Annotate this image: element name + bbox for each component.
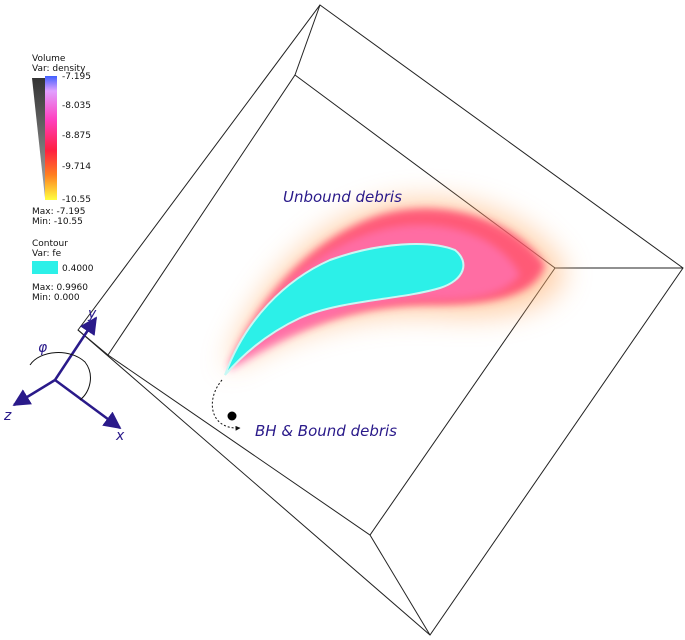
legend-max: Max: 0.9960 [32,283,88,293]
black-hole [227,411,237,421]
axis-label-z: z [3,408,12,424]
contour-level: 0.4000 [62,264,94,274]
axis-triad: y x z φ [3,306,125,444]
legend-min: Min: 0.000 [32,293,80,303]
tick-label: -9.714 [62,162,91,172]
axis-label-y: y [87,306,97,322]
bounding-box [77,4,684,636]
legend-min: Min: -10.55 [32,217,83,227]
tick-label: -7.195 [62,72,91,82]
angle-label: φ [38,340,48,356]
unbound-label: Unbound debris [283,188,402,206]
legend-max: Max: -7.195 [32,207,86,217]
contour-legend: Contour Var: fe 0.4000 Max: 0.9960 Min: … [32,239,94,303]
legend-var: Var: density [32,64,86,74]
bound-label: BH & Bound debris [255,422,397,440]
opacity-ramp [32,78,45,198]
legend-title: Contour [32,239,68,249]
contour-swatch [32,261,58,274]
tick-label: -8.035 [62,101,91,111]
tick-label: -10.55 [62,195,91,205]
legend-title: Volume [32,54,66,64]
orbit-arrow [211,379,241,431]
tick-label: -8.875 [62,131,91,141]
color-ramp [45,76,57,200]
axis-label-x: x [115,428,125,444]
volume-legend: Volume Var: density -7.195 -8.035 -8.875… [32,54,91,227]
contour-surface [224,243,465,376]
legend-var: Var: fe [32,249,62,259]
